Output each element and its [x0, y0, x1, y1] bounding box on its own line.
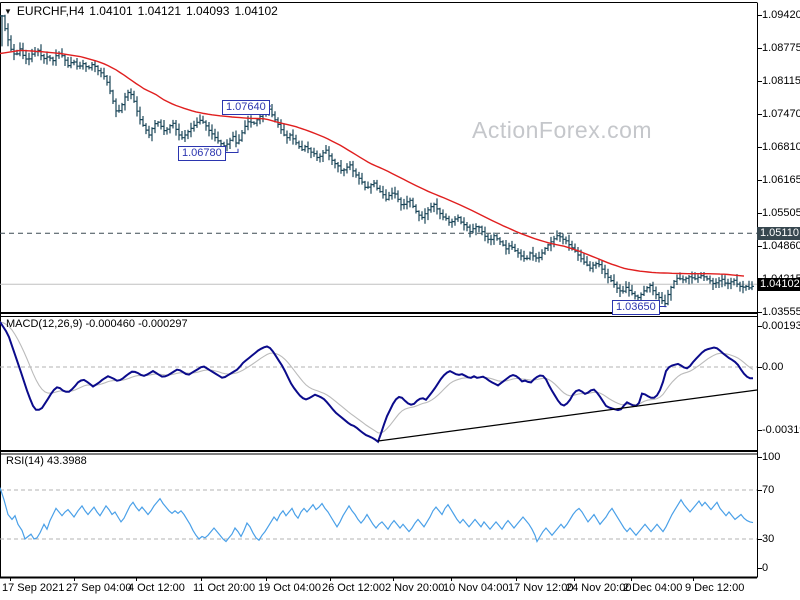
price-axis-label: 1.08115	[762, 75, 800, 87]
price-axis-label: 1.03555	[762, 306, 800, 318]
moving-average-line	[0, 49, 745, 277]
time-axis-label: 24 Nov 20:00	[566, 582, 632, 594]
rsi-axis-label: 30	[762, 533, 775, 545]
time-axis-label: 11 Oct 20:00	[193, 582, 256, 594]
high-value: 1.04121	[137, 4, 182, 18]
rsi-axis-label: 70	[762, 484, 775, 496]
time-axis-label: 17 Nov 12:00	[508, 582, 574, 594]
macd-axis-label: -0.003195	[762, 424, 800, 436]
open-value: 1.04101	[89, 4, 133, 18]
time-axis-label: 4 Oct 12:00	[128, 582, 185, 594]
rsi-indicator-label: RSI(14) 43.3988	[6, 455, 87, 467]
macd-trendline[interactable]	[377, 389, 758, 442]
annotation-connector	[224, 148, 239, 153]
chart-header: ▼ EURCHF,H4 1.04101 1.04121 1.04093 1.04102	[4, 4, 278, 18]
price-axis-label: 1.05505	[762, 207, 800, 219]
price-axis-label: 1.08775	[762, 42, 800, 54]
price-axis-label: 1.04860	[762, 240, 800, 252]
macd-axis-label: 0.00193	[762, 320, 800, 332]
resistance-price-flag: 1.05110	[757, 226, 800, 240]
price-axis-label: 1.07470	[762, 108, 800, 120]
time-axis-label: 19 Oct 04:00	[258, 582, 321, 594]
rsi-axis-label: 100	[762, 451, 781, 463]
symbol-label: EURCHF,H4	[16, 4, 85, 18]
macd-line	[0, 321, 753, 444]
annotation-connector	[658, 306, 667, 308]
close-value: 1.04102	[234, 4, 278, 18]
price-axis-label: 1.06810	[762, 141, 800, 153]
time-axis-label: 9 Dec 12:00	[685, 582, 745, 594]
watermark: ActionForex.com	[472, 117, 653, 143]
rsi-line	[0, 487, 754, 543]
low-value: 1.04093	[186, 4, 230, 18]
time-axis-label: 26 Oct 12:00	[322, 582, 385, 594]
price-axis-label: 1.09420	[762, 9, 800, 21]
time-axis-label: 2 Nov 20:00	[385, 582, 445, 594]
time-axis-label: 10 Nov 04:00	[443, 582, 509, 594]
rsi-axis-label: 0	[762, 562, 769, 574]
macd-indicator-label: MACD(12,26,9) -0.000460 -0.000297	[6, 318, 188, 330]
price-axis-label: 1.06165	[762, 174, 800, 186]
price-annotation[interactable]: 1.03650	[612, 300, 660, 315]
axis-tick-marks	[10, 15, 762, 581]
price-bars[interactable]	[0, 14, 754, 308]
macd-signal-line	[0, 321, 754, 434]
price-annotation[interactable]: 1.06780	[178, 146, 226, 161]
current-price-flag: 1.04102	[757, 277, 800, 291]
time-axis-label: 27 Sep 04:00	[66, 582, 132, 594]
macd-axis-label: 0.00	[762, 361, 784, 373]
time-axis-label: 2 Dec 04:00	[623, 582, 683, 594]
price-annotation[interactable]: 1.07640	[222, 100, 270, 115]
time-axis-label: 17 Sep 2021	[2, 582, 65, 594]
symbol-dropdown-icon[interactable]: ▼	[4, 7, 12, 16]
